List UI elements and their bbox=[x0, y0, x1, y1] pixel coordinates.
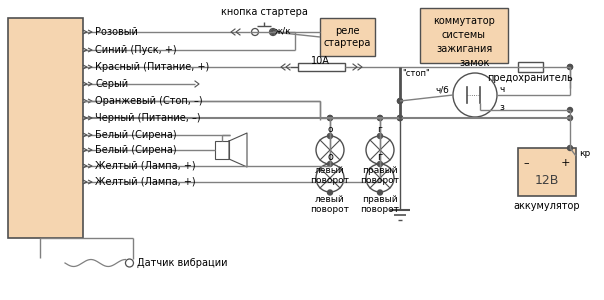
Text: реле: реле bbox=[335, 26, 360, 36]
FancyBboxPatch shape bbox=[298, 63, 345, 71]
Circle shape bbox=[568, 116, 573, 121]
FancyBboxPatch shape bbox=[518, 148, 576, 196]
Circle shape bbox=[327, 116, 332, 121]
Text: кр: кр bbox=[579, 149, 590, 158]
Circle shape bbox=[327, 134, 332, 139]
Circle shape bbox=[378, 161, 382, 166]
Text: Датчик вибрации: Датчик вибрации bbox=[138, 258, 228, 268]
Text: Желтый (Лампа, +): Желтый (Лампа, +) bbox=[95, 177, 196, 187]
Text: Черный (Питание, –): Черный (Питание, –) bbox=[95, 113, 201, 123]
Text: левый
поворот: левый поворот bbox=[310, 166, 350, 185]
Circle shape bbox=[327, 161, 332, 166]
Text: з: з bbox=[499, 103, 504, 112]
Circle shape bbox=[568, 64, 573, 70]
Text: кнопка стартера: кнопка стартера bbox=[220, 7, 307, 17]
Text: ч: ч bbox=[499, 85, 504, 94]
Text: Белый (Сирена): Белый (Сирена) bbox=[95, 130, 176, 140]
Text: ж/к: ж/к bbox=[275, 26, 292, 35]
Circle shape bbox=[378, 134, 382, 139]
Text: стартера: стартера bbox=[324, 38, 371, 48]
Text: ч/б: ч/б bbox=[435, 85, 449, 94]
Circle shape bbox=[378, 190, 382, 195]
Text: аккумулятор: аккумулятор bbox=[513, 201, 580, 211]
Text: правый
поворот: правый поворот bbox=[361, 195, 399, 214]
Text: Белый (Сирена): Белый (Сирена) bbox=[95, 145, 176, 155]
FancyBboxPatch shape bbox=[215, 141, 229, 159]
Text: предохранитель: предохранитель bbox=[487, 73, 573, 83]
Circle shape bbox=[568, 107, 573, 112]
Circle shape bbox=[378, 116, 382, 121]
Circle shape bbox=[397, 116, 402, 121]
Text: правый
поворот: правый поворот bbox=[361, 166, 399, 185]
Circle shape bbox=[327, 190, 332, 195]
FancyBboxPatch shape bbox=[8, 18, 83, 238]
Text: Синий (Пуск, +): Синий (Пуск, +) bbox=[95, 45, 176, 55]
Text: Розовый: Розовый bbox=[95, 27, 138, 37]
Text: Красный (Питание, +): Красный (Питание, +) bbox=[95, 62, 209, 72]
Text: о: о bbox=[327, 152, 333, 162]
Circle shape bbox=[397, 98, 402, 104]
Text: "стоп": "стоп" bbox=[402, 69, 430, 78]
Text: замок: замок bbox=[460, 58, 490, 68]
FancyBboxPatch shape bbox=[420, 8, 508, 63]
FancyBboxPatch shape bbox=[518, 62, 542, 72]
Text: коммутатор: коммутатор bbox=[433, 16, 495, 26]
Text: 12В: 12В bbox=[535, 175, 559, 188]
Text: –         +: – + bbox=[524, 158, 570, 168]
Text: г: г bbox=[378, 125, 382, 134]
Text: г: г bbox=[378, 152, 382, 162]
Text: Оранжевый (Стоп, –): Оранжевый (Стоп, –) bbox=[95, 96, 202, 106]
Circle shape bbox=[397, 116, 402, 121]
Text: Желтый (Лампа, +): Желтый (Лампа, +) bbox=[95, 161, 196, 171]
Circle shape bbox=[397, 98, 402, 104]
Text: о: о bbox=[327, 125, 333, 134]
Text: зажигания: зажигания bbox=[436, 44, 492, 54]
Text: 10А: 10А bbox=[310, 56, 329, 66]
Circle shape bbox=[271, 29, 275, 34]
Circle shape bbox=[327, 116, 332, 121]
Circle shape bbox=[568, 64, 573, 70]
Circle shape bbox=[568, 146, 573, 151]
Text: Серый: Серый bbox=[95, 79, 128, 89]
Circle shape bbox=[397, 116, 402, 121]
Text: левый
поворот: левый поворот bbox=[310, 195, 350, 214]
Text: системы: системы bbox=[442, 30, 486, 40]
Circle shape bbox=[378, 116, 382, 121]
FancyBboxPatch shape bbox=[320, 18, 375, 56]
